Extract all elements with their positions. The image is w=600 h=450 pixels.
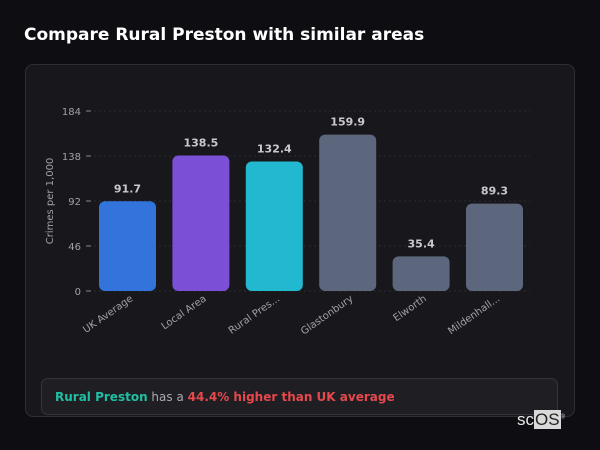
page-title: Compare Rural Preston with similar areas xyxy=(24,25,425,45)
x-tick-label: UK Average xyxy=(81,293,135,335)
x-tick-label: Local Area xyxy=(160,293,209,332)
logo-mark: ® xyxy=(560,414,565,421)
callout-middle: has a xyxy=(147,390,188,404)
comparison-text: 44.4% higher than UK average xyxy=(187,390,395,404)
x-tick-label: Glastonbury xyxy=(299,293,355,337)
data-label: 138.5 xyxy=(184,137,219,150)
y-axis-label: Crimes per 1,000 xyxy=(45,158,56,245)
x-tick-label: Elworth xyxy=(392,293,429,324)
data-label: 35.4 xyxy=(408,237,435,250)
logo: scOS® xyxy=(517,410,565,430)
bar xyxy=(172,155,230,291)
x-tick-label: Rural Pres... xyxy=(227,293,282,336)
bar xyxy=(245,161,303,291)
area-name: Rural Preston xyxy=(55,390,148,404)
bar xyxy=(466,203,523,291)
data-label: 89.3 xyxy=(481,185,508,198)
data-label: 132.4 xyxy=(257,142,292,155)
bar xyxy=(392,256,450,291)
y-tick-label: 92 xyxy=(68,197,81,208)
bar xyxy=(319,134,377,291)
y-tick-label: 46 xyxy=(68,242,81,253)
data-label: 91.7 xyxy=(114,182,141,195)
bar xyxy=(99,201,156,291)
y-tick-label: 184 xyxy=(62,107,81,118)
y-tick-label: 0 xyxy=(75,287,81,298)
logo-text: sc xyxy=(517,410,534,429)
data-label: 159.9 xyxy=(330,116,365,129)
comparison-callout: Rural Preston has a 44.4% higher than UK… xyxy=(41,378,558,415)
y-tick-label: 138 xyxy=(62,152,81,163)
x-tick-label: Mildenhall... xyxy=(446,293,502,337)
logo-text-box: OS xyxy=(534,410,561,429)
